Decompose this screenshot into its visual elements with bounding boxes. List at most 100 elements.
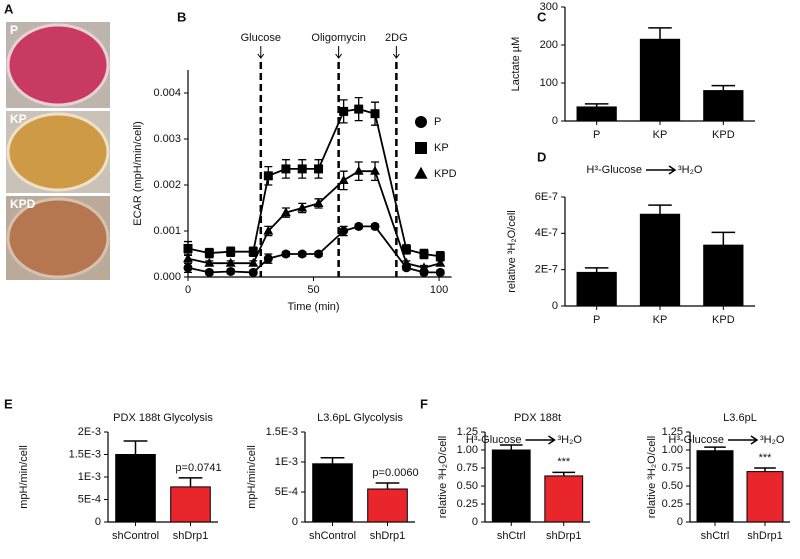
y-tick-label: 2E-7: [535, 264, 558, 276]
y-tick-label: 0.50: [662, 480, 683, 492]
marker: [339, 226, 349, 236]
chart-title: L3.6pL Glycolysis: [317, 412, 403, 424]
y-tick-label: 0: [552, 300, 558, 312]
y-tick-label: 200: [540, 39, 558, 51]
reaction-from: H³-Glucose: [586, 164, 642, 176]
x-tick-label: KPD: [712, 314, 735, 326]
error-bar: [711, 231, 736, 246]
bar: [544, 475, 584, 523]
x-tick-label: 100: [430, 284, 448, 296]
event-arrow: [392, 46, 400, 59]
bar: [576, 106, 617, 122]
x-tick-label: shControl: [112, 530, 159, 542]
reaction-from: H³-Glucose: [466, 434, 522, 446]
y-tick-label: 0: [677, 516, 683, 528]
y-tick-label: 0: [472, 516, 478, 528]
marker: [263, 225, 274, 235]
marker: [226, 266, 236, 276]
marker: [314, 164, 324, 174]
bar: [312, 463, 353, 523]
bar: [639, 213, 681, 307]
marker: [226, 247, 236, 257]
y-tick-label: 0.000: [153, 271, 181, 283]
bar: [746, 471, 784, 523]
dish: [6, 23, 110, 107]
marker: [263, 171, 273, 181]
error-bar: [754, 467, 776, 472]
y-tick-label: 1E-3: [275, 456, 298, 468]
x-tick-label: shCtrl: [701, 530, 730, 542]
panel-a-images: P KP KPD: [6, 22, 110, 280]
marker: [297, 164, 307, 174]
x-tick-label: P: [593, 314, 600, 326]
marker: [248, 257, 259, 267]
marker: [297, 249, 307, 259]
x-tick-label: shCtrl: [497, 530, 526, 542]
marker: [281, 249, 291, 259]
annotation: ***: [759, 452, 773, 464]
marker: [183, 243, 193, 253]
y-tick-label: 0.004: [153, 87, 181, 99]
reaction-to: ³H₂O: [760, 434, 785, 446]
bar: [367, 488, 408, 523]
marker: [204, 267, 214, 277]
image-label: KP: [10, 112, 27, 126]
marker: [314, 249, 324, 259]
chart-title: PDX 188t: [514, 412, 561, 424]
x-tick-label: KPD: [712, 129, 735, 141]
error-bar: [499, 444, 523, 450]
marker: [204, 248, 214, 258]
error-bar: [584, 103, 609, 107]
series-line: [187, 170, 441, 269]
y-tick-label: 4E-7: [535, 227, 558, 239]
legend-label: KP: [434, 142, 449, 154]
marker: [263, 254, 273, 264]
x-tick-label: 50: [307, 284, 319, 296]
y-tick-label: 0.50: [457, 480, 478, 492]
event-label: Oligomycin: [311, 32, 365, 44]
y-tick-label: 300: [540, 1, 558, 13]
x-tick-label: shControl: [309, 530, 356, 542]
x-tick-label: shDrp1: [173, 530, 208, 542]
error-bar: [123, 440, 148, 455]
y-tick-label: 5E-4: [275, 486, 298, 498]
y-tick-label: 0: [552, 115, 558, 127]
marker: [354, 104, 364, 114]
bar: [115, 454, 156, 523]
annotation: ***: [557, 456, 571, 468]
marker: [183, 253, 193, 263]
annotation: p=0.0060: [372, 467, 418, 479]
bar: [703, 244, 744, 307]
legend-label: P: [434, 116, 441, 128]
y-axis-label: relative ³H₂O/cell: [646, 436, 658, 519]
error-bar: [711, 84, 736, 91]
x-tick-label: shDrp1: [370, 530, 405, 542]
y-axis-label: mpH/min/cell: [18, 445, 30, 509]
event-arrow: [257, 46, 265, 59]
reaction-to: ³H₂O: [678, 164, 703, 176]
y-tick-label: 1.25: [662, 426, 683, 438]
image-label: P: [10, 23, 18, 37]
image-label: KPD: [10, 197, 36, 211]
y-tick-label: 0: [292, 516, 298, 528]
error-bar: [552, 471, 576, 476]
y-axis-label: relative ³H₂O/cell: [437, 436, 449, 519]
panel-letter: A: [4, 1, 14, 16]
bar: [696, 450, 734, 523]
x-tick-label: KP: [653, 129, 668, 141]
marker: [280, 207, 291, 217]
marker: [435, 267, 445, 277]
series-line: [187, 108, 441, 258]
error-bar: [375, 482, 400, 489]
marker: [183, 263, 193, 273]
event-label: Glucose: [241, 32, 281, 44]
panel-letter: D: [537, 149, 546, 164]
bar: [170, 486, 211, 523]
y-axis-label: mpH/min/cell: [246, 445, 258, 509]
x-tick-label: P: [593, 129, 600, 141]
y-axis-label: Lactate µM: [510, 37, 522, 92]
x-tick-label: 0: [185, 284, 191, 296]
y-tick-label: 0.25: [662, 498, 683, 510]
panel-letter: C: [537, 9, 547, 24]
